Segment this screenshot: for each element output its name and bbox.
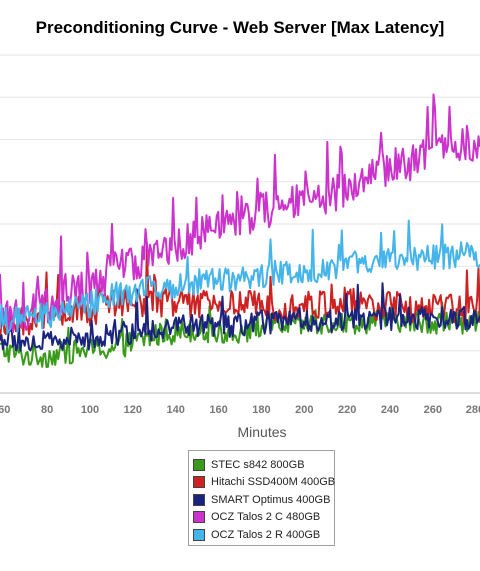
legend-item: SMART Optimus 400GB [193,491,334,509]
legend-item: Hitachi SSD400M 400GB [193,474,336,492]
x-tick-label: 200 [295,404,313,416]
x-tick-label: 80 [41,404,53,416]
x-tick-label: 280 [466,404,480,416]
legend-label: SMART Optimus 400GB [211,493,331,506]
series-group [0,93,480,368]
x-tick-label: 120 [124,404,142,416]
legend-label: Hitachi SSD400M 400GB [211,476,336,489]
series-line-5 [0,219,480,335]
legend: STEC s842 800GB Hitachi SSD400M 400GB SMAR… [188,450,335,546]
x-tick-label: 100 [81,404,99,416]
x-tick-label: 220 [338,404,356,416]
legend-swatch [193,476,205,489]
legend-swatch [193,458,205,471]
legend-label: OCZ Talos 2 C 480GB [211,511,321,524]
legend-swatch [193,528,205,541]
chart-title: Preconditioning Curve - Web Server [Max … [35,18,445,37]
x-tick-label: 240 [381,404,399,416]
series-line-3 [0,282,480,352]
series-line-1 [0,301,480,368]
x-tick-label: 140 [167,404,185,416]
x-tick-label: 180 [252,404,270,416]
legend-swatch [193,493,205,506]
legend-item: STEC s842 800GB [193,456,334,474]
legend-item: OCZ Talos 2 R 400GB [193,526,334,544]
legend-label: OCZ Talos 2 R 400GB [211,528,321,541]
x-axis-label: Minutes [237,424,286,440]
legend-label: STEC s842 800GB [211,458,305,471]
x-tick-labels: 60 80 100 120 140 160 180 200 220 240 260 280 [0,404,480,416]
legend-item: OCZ Talos 2 C 480GB [193,509,334,527]
x-tick-label: 160 [209,404,227,416]
x-tick-label: 60 [0,404,10,416]
x-tick-label: 260 [424,404,442,416]
legend-swatch [193,511,205,524]
